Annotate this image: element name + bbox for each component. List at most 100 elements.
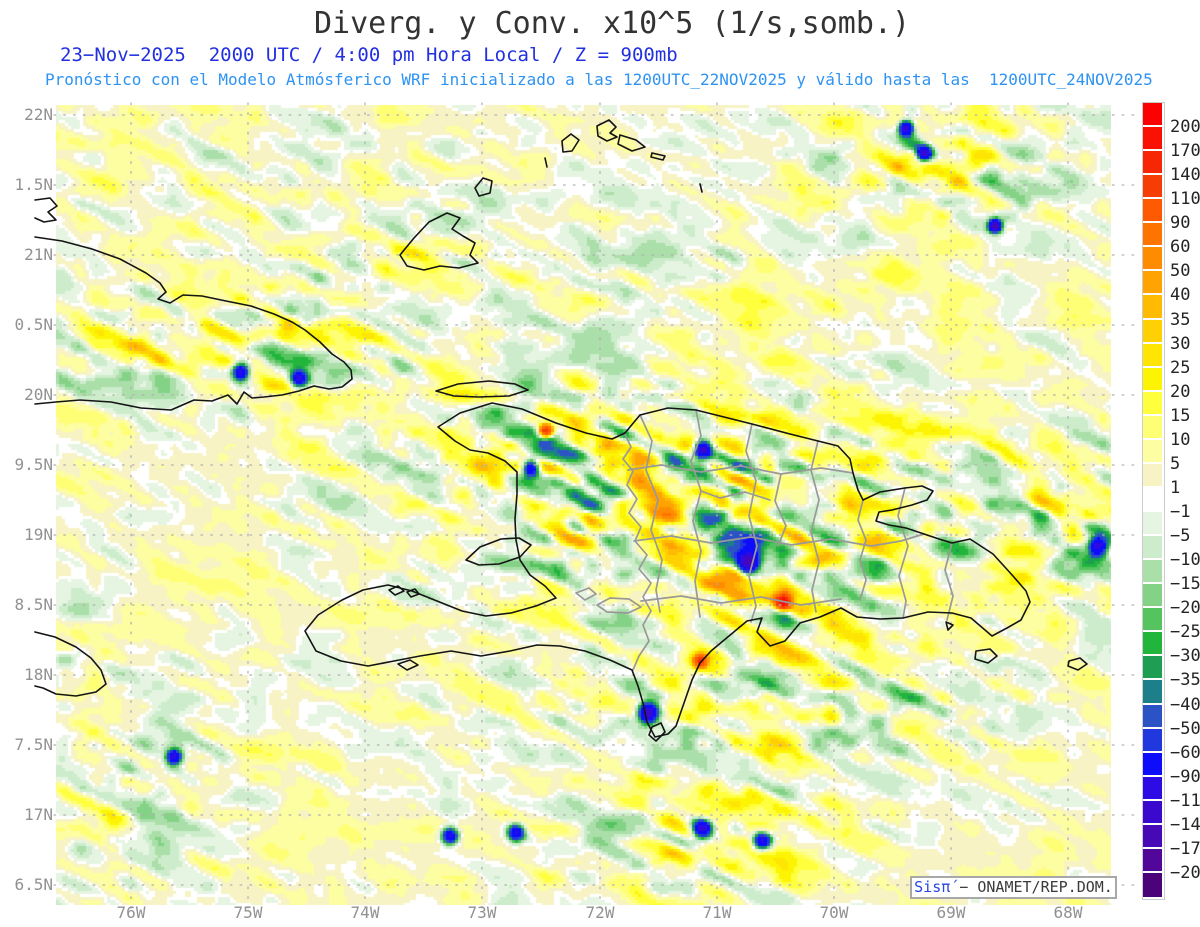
y-axis-label: 18N: [24, 665, 53, 684]
admin-boundary-path: [944, 542, 954, 621]
coastline-path: [34, 631, 107, 697]
colorbar-label: 170: [1170, 141, 1200, 161]
page-title: Diverg. y Conv. x10^5 (1/s,somb.): [313, 6, 911, 41]
admin-boundary-path: [810, 440, 820, 613]
colorbar-segment: [1143, 392, 1162, 416]
colorbar-segment: [1143, 440, 1162, 464]
admin-boundary-path: [857, 499, 867, 601]
colorbar-segment: [1143, 488, 1162, 512]
admin-boundary-path: [774, 473, 787, 547]
colorbar-segment: [1143, 199, 1162, 223]
x-axis-label: 71W: [702, 903, 732, 922]
coastline-path: [34, 197, 58, 223]
colorbar-segment: [1143, 368, 1162, 392]
colorbar-label: −60: [1170, 743, 1200, 763]
watermark-box: Sisπ́ − ONAMET/REP.DOM.: [910, 876, 1117, 899]
colorbar-segment: [1143, 127, 1162, 151]
colorbar-segment: [1143, 849, 1162, 873]
coastline-path: [465, 537, 532, 566]
watermark-brand: Sisπ́: [914, 878, 951, 896]
colorbar-segment: [1143, 632, 1162, 656]
x-axis-label: 70W: [819, 903, 849, 922]
colorbar-segment: [1143, 464, 1162, 488]
admin-boundary-path: [745, 423, 758, 623]
coastline-path: [544, 157, 548, 168]
coastline-path: [399, 212, 479, 271]
colorbar-segment: [1143, 873, 1162, 897]
coastline-path: [474, 177, 493, 197]
colorbar-label: −1: [1170, 502, 1191, 522]
colorbar-segment: [1143, 295, 1162, 320]
colorbar-segment: [1143, 536, 1162, 560]
admin-boundary-path: [897, 487, 909, 619]
colorbar-label: 15: [1170, 406, 1191, 426]
colorbar-label: −50: [1170, 719, 1200, 739]
coastline-path: [1067, 657, 1088, 671]
y-axis-label: 0.5N: [14, 315, 53, 334]
y-axis-label: 20N: [24, 385, 53, 404]
colorbar-label: −170: [1170, 839, 1200, 859]
colorbar-label: −30: [1170, 646, 1200, 666]
admin-boundary-path: [633, 533, 925, 547]
y-axis-label: 8.5N: [14, 595, 53, 614]
colorbar-label: −15: [1170, 574, 1200, 594]
coastline-path: [304, 402, 1031, 738]
colorbar-segment: [1143, 753, 1162, 777]
colorbar-label: 30: [1170, 334, 1191, 354]
colorbar-label: 110: [1170, 189, 1200, 209]
x-axis-label: 72W: [585, 903, 615, 922]
admin-boundary-path: [639, 414, 663, 613]
y-axis-label: 1.5N: [14, 175, 53, 194]
colorbar-label: 200: [1170, 117, 1200, 137]
colorbar-label: −90: [1170, 767, 1200, 787]
colorbar-segment: [1143, 175, 1162, 199]
colorbar-label: 140: [1170, 165, 1200, 185]
colorbar-segment: [1143, 512, 1162, 536]
coastline-path: [617, 134, 646, 152]
colorbar-segment: [1143, 705, 1162, 729]
x-axis-label: 69W: [936, 903, 966, 922]
x-axis-label: 68W: [1053, 903, 1083, 922]
colorbar-label: 20: [1170, 382, 1191, 402]
admin-boundary-path: [575, 587, 597, 601]
colorbar-label: 5: [1170, 454, 1181, 474]
colorbar-label: 35: [1170, 310, 1191, 330]
admin-boundary-path: [700, 490, 771, 501]
x-axis-label: 73W: [467, 903, 497, 922]
coastline-path: [561, 133, 580, 153]
coastline-path: [388, 585, 405, 596]
coastline-path: [945, 621, 954, 631]
colorbar-segment: [1143, 271, 1162, 295]
colorbar-label: −20: [1170, 598, 1200, 618]
coastline-path: [699, 183, 703, 193]
colorbar-segment: [1143, 416, 1162, 440]
y-axis-label: 22N: [24, 105, 53, 124]
colorbar-segment: [1143, 344, 1162, 368]
colorbar-label: 1: [1170, 478, 1181, 498]
x-axis-label: 74W: [350, 903, 380, 922]
coastline-path: [650, 152, 666, 161]
colorbar-label: 60: [1170, 237, 1191, 257]
x-axis-label: 75W: [233, 903, 263, 922]
y-axis-label: 21N: [24, 245, 53, 264]
colorbar-label: 40: [1170, 285, 1191, 305]
colorbar-label: 25: [1170, 358, 1191, 378]
colorbar-segment: [1143, 103, 1162, 127]
colorbar-label: −10: [1170, 550, 1200, 570]
colorbar-segment: [1143, 656, 1162, 680]
x-axis-label: 76W: [116, 903, 146, 922]
colorbar-segment: [1143, 247, 1162, 271]
colorbar-label: −110: [1170, 791, 1200, 811]
colorbar-segment: [1143, 608, 1162, 632]
colorbar-segment: [1143, 560, 1162, 584]
subtitle-datetime: 23−Nov−2025 2000 UTC / 4:00 pm Hora Loca…: [60, 44, 678, 66]
coastline-path: [435, 380, 529, 398]
admin-boundary-path: [627, 464, 854, 475]
colorbar-label: −25: [1170, 622, 1200, 642]
coastline-path: [406, 588, 420, 598]
y-axis-label: 9.5N: [14, 455, 53, 474]
admin-boundary-path: [640, 595, 842, 606]
colorbar-segment: [1143, 801, 1162, 825]
